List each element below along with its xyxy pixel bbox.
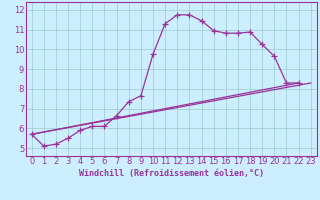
X-axis label: Windchill (Refroidissement éolien,°C): Windchill (Refroidissement éolien,°C) bbox=[79, 169, 264, 178]
